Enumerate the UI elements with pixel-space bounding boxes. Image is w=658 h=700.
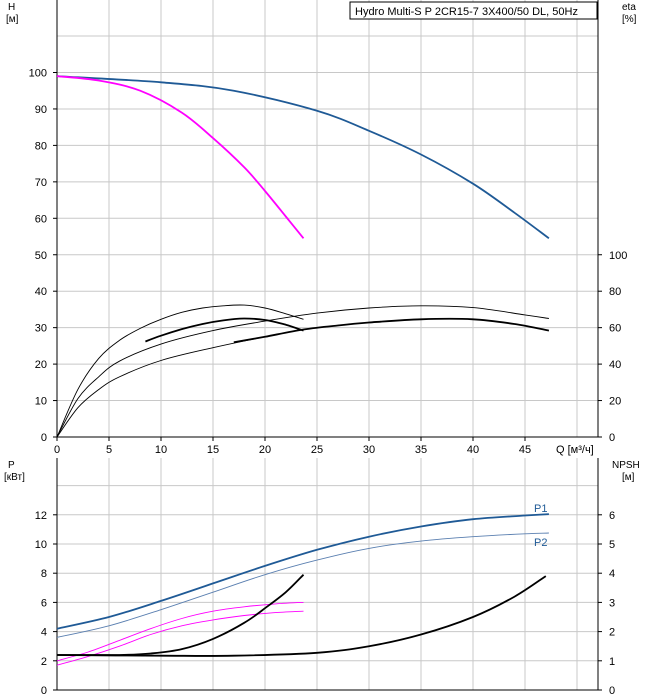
bottom-left-axis-label: P bbox=[8, 460, 15, 471]
bottom-y-left-tick: 0 bbox=[41, 685, 47, 697]
legend-p1: P1 bbox=[534, 503, 547, 515]
top-y-right-tick: 100 bbox=[609, 250, 627, 262]
top-y-left-tick: 0 bbox=[41, 432, 47, 444]
top-y-left-tick: 80 bbox=[35, 140, 47, 152]
chart-title: Hydro Multi-S P 2CR15-7 3X400/50 DL, 50H… bbox=[355, 6, 578, 18]
tick-layer: 0102030405060708090100020406080100024681… bbox=[29, 68, 628, 698]
bottom-right-axis-unit: [м] bbox=[622, 472, 635, 483]
top-y-left-tick: 40 bbox=[35, 286, 47, 298]
top-y-left-tick: 10 bbox=[35, 396, 47, 408]
top-y-right-tick: 40 bbox=[609, 359, 621, 371]
bottom-series-npsh-two-pumps bbox=[56, 575, 547, 657]
bottom-y-right-tick: 6 bbox=[609, 510, 615, 522]
top-series-eta-two-pumps-thin-lower bbox=[56, 329, 304, 438]
x-tick-label: 30 bbox=[363, 444, 375, 456]
bottom-y-right-tick: 3 bbox=[609, 597, 615, 609]
title-box bbox=[349, 1, 598, 20]
bottom-y-left-tick: 8 bbox=[41, 568, 47, 580]
bottom-series-p1 bbox=[56, 513, 549, 630]
top-y-left-tick: 30 bbox=[35, 323, 47, 335]
bottom-y-right-tick: 5 bbox=[609, 539, 615, 551]
top-series-eta-two-pumps-thick bbox=[233, 317, 550, 344]
bottom-y-right-tick: 4 bbox=[609, 568, 615, 580]
x-tick-label: 10 bbox=[155, 444, 167, 456]
top-left-axis-unit: [м] bbox=[6, 14, 19, 25]
top-y-left-tick: 20 bbox=[35, 359, 47, 371]
top-left-axis-label: H bbox=[8, 2, 15, 13]
top-series-eta-two-pumps-thin-upper bbox=[56, 305, 549, 438]
top-y-right-tick: 80 bbox=[609, 286, 621, 298]
series-layer bbox=[56, 75, 550, 666]
frame-layer bbox=[56, 0, 599, 691]
x-tick-label: 45 bbox=[519, 444, 531, 456]
top-y-left-tick: 70 bbox=[35, 177, 47, 189]
bottom-y-left-tick: 12 bbox=[35, 510, 47, 522]
x-tick-label: 25 bbox=[311, 444, 323, 456]
top-y-left-tick: 100 bbox=[29, 68, 47, 80]
top-series-eta-one-pump-thick bbox=[145, 317, 304, 343]
bottom-y-left-tick: 2 bbox=[41, 656, 47, 668]
x-tick-label: 15 bbox=[207, 444, 219, 456]
top-series-h-two-pumps bbox=[56, 75, 550, 240]
bottom-series-p2 bbox=[56, 532, 549, 638]
x-tick-label: 5 bbox=[106, 444, 112, 456]
top-y-left-tick: 60 bbox=[35, 213, 47, 225]
top-y-right-tick: 20 bbox=[609, 396, 621, 408]
x-tick-label: 40 bbox=[467, 444, 479, 456]
top-series-eta-one-pump-thin-upper bbox=[56, 304, 304, 438]
top-y-left-tick: 50 bbox=[35, 250, 47, 262]
bottom-left-axis-unit: [кВт] bbox=[4, 472, 25, 483]
bottom-y-left-tick: 6 bbox=[41, 597, 47, 609]
x-tick-label: 35 bbox=[415, 444, 427, 456]
x-axis-label: Q [м³/ч] bbox=[556, 444, 594, 456]
top-series-h-one-pump bbox=[56, 75, 305, 239]
bottom-y-right-tick: 2 bbox=[609, 627, 615, 639]
legend-p2: P2 bbox=[534, 537, 547, 549]
top-right-axis-label: eta bbox=[622, 2, 636, 13]
top-y-right-tick: 0 bbox=[609, 432, 615, 444]
x-tick-label: 20 bbox=[259, 444, 271, 456]
bottom-y-right-tick: 0 bbox=[609, 685, 615, 697]
bottom-right-axis-label: NPSH bbox=[612, 460, 640, 471]
bottom-y-right-tick: 1 bbox=[609, 656, 615, 668]
x-tick-label: 0 bbox=[54, 444, 60, 456]
bottom-y-left-tick: 4 bbox=[41, 627, 47, 639]
top-y-right-tick: 60 bbox=[609, 323, 621, 335]
bottom-series-p2-one-pump bbox=[56, 610, 304, 666]
bottom-series-p1-one-pump bbox=[56, 601, 304, 662]
bottom-y-left-tick: 10 bbox=[35, 539, 47, 551]
top-y-left-tick: 90 bbox=[35, 104, 47, 116]
bottom-series-npsh-one-pump bbox=[56, 574, 305, 656]
grid-layer bbox=[56, 0, 598, 691]
top-right-axis-unit: [%] bbox=[622, 14, 637, 25]
